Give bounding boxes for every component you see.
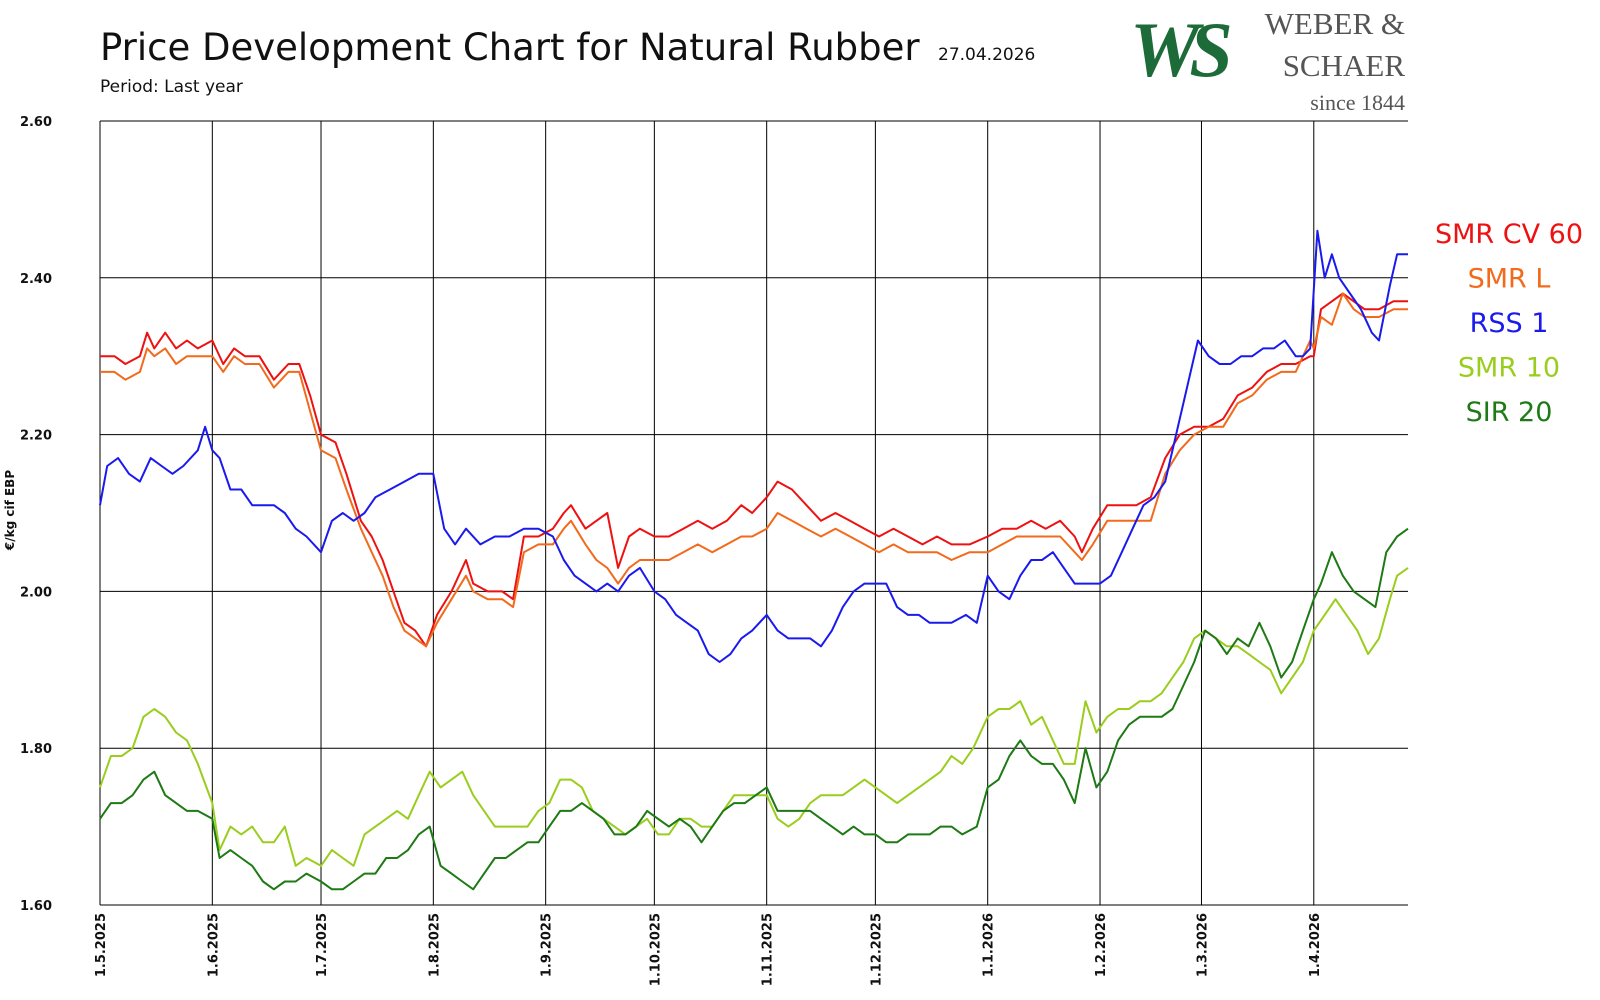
- x-tick-label: 1.11.2025: [761, 913, 776, 986]
- x-tick-label: 1.9.2025: [540, 913, 555, 977]
- series-line-smr-l: [100, 292, 1408, 648]
- series-line-smr-cv-60: [100, 292, 1408, 648]
- y-tick-label: 2.20: [20, 429, 52, 444]
- legend-item-smr-cv-60: SMR CV 60: [1435, 219, 1583, 250]
- y-axis-label: €/kg cif EBP: [3, 470, 17, 551]
- weber-schaer-logo: WS WEBER & SCHAER since 1844: [1130, 6, 1405, 115]
- period-label: Period: Last year: [100, 77, 243, 97]
- brand-since: since 1844: [1310, 90, 1405, 115]
- x-tick-label: 1.3.2026: [1195, 913, 1210, 977]
- series-line-smr-10: [99, 567, 1409, 867]
- chart-date: 27.04.2026: [938, 45, 1035, 65]
- grid-lines: [99, 120, 1408, 906]
- series-lines: [99, 229, 1409, 891]
- x-tick-label: 1.1.2026: [982, 913, 997, 977]
- brand-line-1: WEBER &: [1265, 6, 1405, 41]
- y-tick-label: 2.40: [20, 272, 52, 287]
- brand-line-2: SCHAER: [1283, 48, 1406, 83]
- x-tick-label: 1.10.2025: [648, 913, 663, 986]
- series-line-rss-1: [99, 229, 1408, 663]
- x-tick-labels: 1.5.2025 1.6.2025 1.7.2025 1.8.2025 1.9.2025…: [94, 913, 1323, 986]
- y-tick-label: 1.60: [20, 899, 52, 914]
- x-tick-label: 1.2.2026: [1094, 913, 1109, 977]
- legend-item-smr-l: SMR L: [1468, 264, 1551, 295]
- y-tick-label: 1.80: [20, 742, 52, 757]
- x-tick-label: 1.8.2025: [427, 913, 442, 977]
- series-line-sir-20: [99, 527, 1409, 891]
- y-tick-labels: 1.60 1.80 2.00 2.20 2.40 2.60: [20, 115, 52, 914]
- x-tick-label: 1.7.2025: [315, 913, 330, 977]
- legend: SMR CV 60 SMR L RSS 1 SMR 10 SIR 20: [1435, 219, 1583, 428]
- y-tick-label: 2.60: [20, 115, 52, 130]
- x-tick-label: 1.5.2025: [94, 913, 109, 977]
- y-tick-label: 2.00: [20, 585, 52, 600]
- x-tick-label: 1.4.2026: [1308, 913, 1323, 977]
- legend-item-smr-10: SMR 10: [1458, 353, 1560, 384]
- x-tick-label: 1.6.2025: [206, 913, 221, 977]
- x-tick-label: 1.12.2025: [869, 913, 884, 986]
- legend-item-rss-1: RSS 1: [1470, 308, 1549, 339]
- ws-monogram: WS: [1130, 6, 1230, 93]
- legend-item-sir-20: SIR 20: [1466, 397, 1553, 428]
- chart-title: Price Development Chart for Natural Rubb…: [100, 26, 920, 69]
